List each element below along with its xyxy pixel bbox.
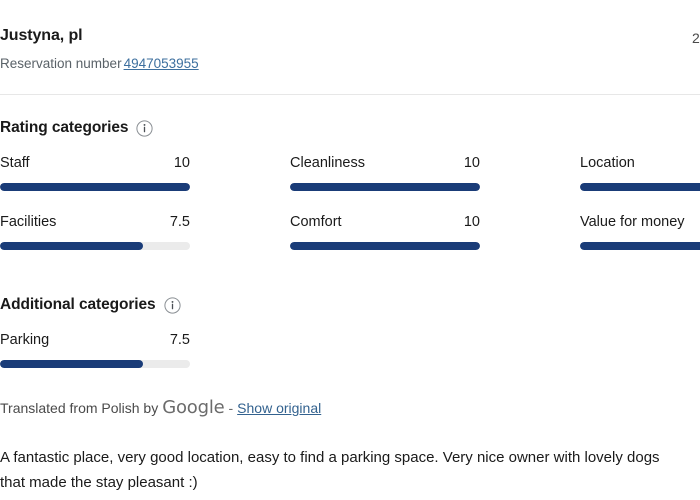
rating-bar-track: [0, 360, 190, 368]
review-line: A fantastic place, very good location, e…: [0, 449, 660, 466]
google-wordmark: Google: [162, 397, 225, 418]
rating-score: 10: [463, 214, 480, 230]
rating-bar-fill: [580, 242, 700, 250]
additional-grid: Parking 7.5: [0, 331, 700, 390]
rating-grid: Staff 10 Cleanliness 10: [0, 154, 700, 272]
page-counter: 2: [692, 30, 700, 46]
review-header: Justyna, pl Reservation number 4947053955: [0, 0, 700, 72]
grid-gap: [190, 213, 290, 272]
section-title: Additional categories: [0, 296, 156, 313]
info-circle-icon[interactable]: [163, 296, 181, 314]
reservation-line: Reservation number 4947053955: [0, 55, 700, 72]
rating-bar-track: [290, 183, 480, 191]
grid-gap: [480, 213, 580, 272]
rating-score: 7.5: [169, 332, 190, 348]
grid-gap: [190, 154, 290, 213]
rating-bar-track: [0, 242, 190, 250]
rating-score: 7.5: [169, 214, 190, 230]
rating-bar-track: [580, 183, 700, 191]
rating-bar-track: [0, 183, 190, 191]
rating-bar-fill: [0, 242, 143, 250]
rating-item: Value for money 10: [580, 213, 700, 250]
rating-label: Parking: [0, 332, 50, 348]
rating-bar-track: [290, 242, 480, 250]
section-title: Rating categories: [0, 119, 129, 136]
page-title: Justyna, pl: [0, 27, 83, 44]
reservation-label: Reservation number: [0, 56, 122, 71]
review-line: that made the stay pleasant :): [0, 474, 198, 491]
additional-categories-heading: Additional categories: [0, 296, 700, 314]
review-text: A fantastic place, very good location, e…: [0, 445, 700, 495]
rating-bar-fill: [0, 360, 143, 368]
rating-categories-section: Rating categories Staff 10: [0, 119, 700, 272]
rating-item: Cleanliness 10: [290, 154, 480, 191]
rating-label: Value for money: [580, 214, 685, 230]
reservation-number-link[interactable]: 4947053955: [123, 56, 199, 71]
rating-item: Staff 10: [0, 154, 190, 191]
rating-item: Comfort 10: [290, 213, 480, 250]
rating-label: Cleanliness: [290, 155, 365, 171]
rating-bar-fill: [290, 183, 480, 191]
rating-item: Facilities 7.5: [0, 213, 190, 250]
translation-prefix: Translated from Polish by: [0, 400, 159, 416]
translation-notice: Translated from Polish by Google - Show …: [0, 398, 700, 418]
show-original-link[interactable]: Show original: [237, 400, 322, 416]
rating-item: Parking 7.5: [0, 331, 190, 368]
rating-bar-track: [580, 242, 700, 250]
info-circle-icon[interactable]: [136, 119, 153, 137]
translation-dash: -: [228, 400, 234, 416]
rating-score: 10: [173, 155, 190, 171]
additional-categories-section: Additional categories Parking 7.5: [0, 296, 700, 390]
rating-bar-fill: [290, 242, 480, 250]
rating-label: Location: [580, 155, 635, 171]
header-divider: [0, 94, 700, 95]
rating-label: Staff: [0, 155, 30, 171]
rating-bar-fill: [0, 183, 190, 191]
rating-label: Comfort: [290, 214, 342, 230]
rating-bar-fill: [580, 183, 700, 191]
rating-categories-heading: Rating categories: [0, 119, 700, 137]
rating-score: 10: [463, 155, 480, 171]
rating-item: Location 10: [580, 154, 700, 191]
grid-gap: [480, 154, 580, 213]
rating-label: Facilities: [0, 214, 57, 230]
